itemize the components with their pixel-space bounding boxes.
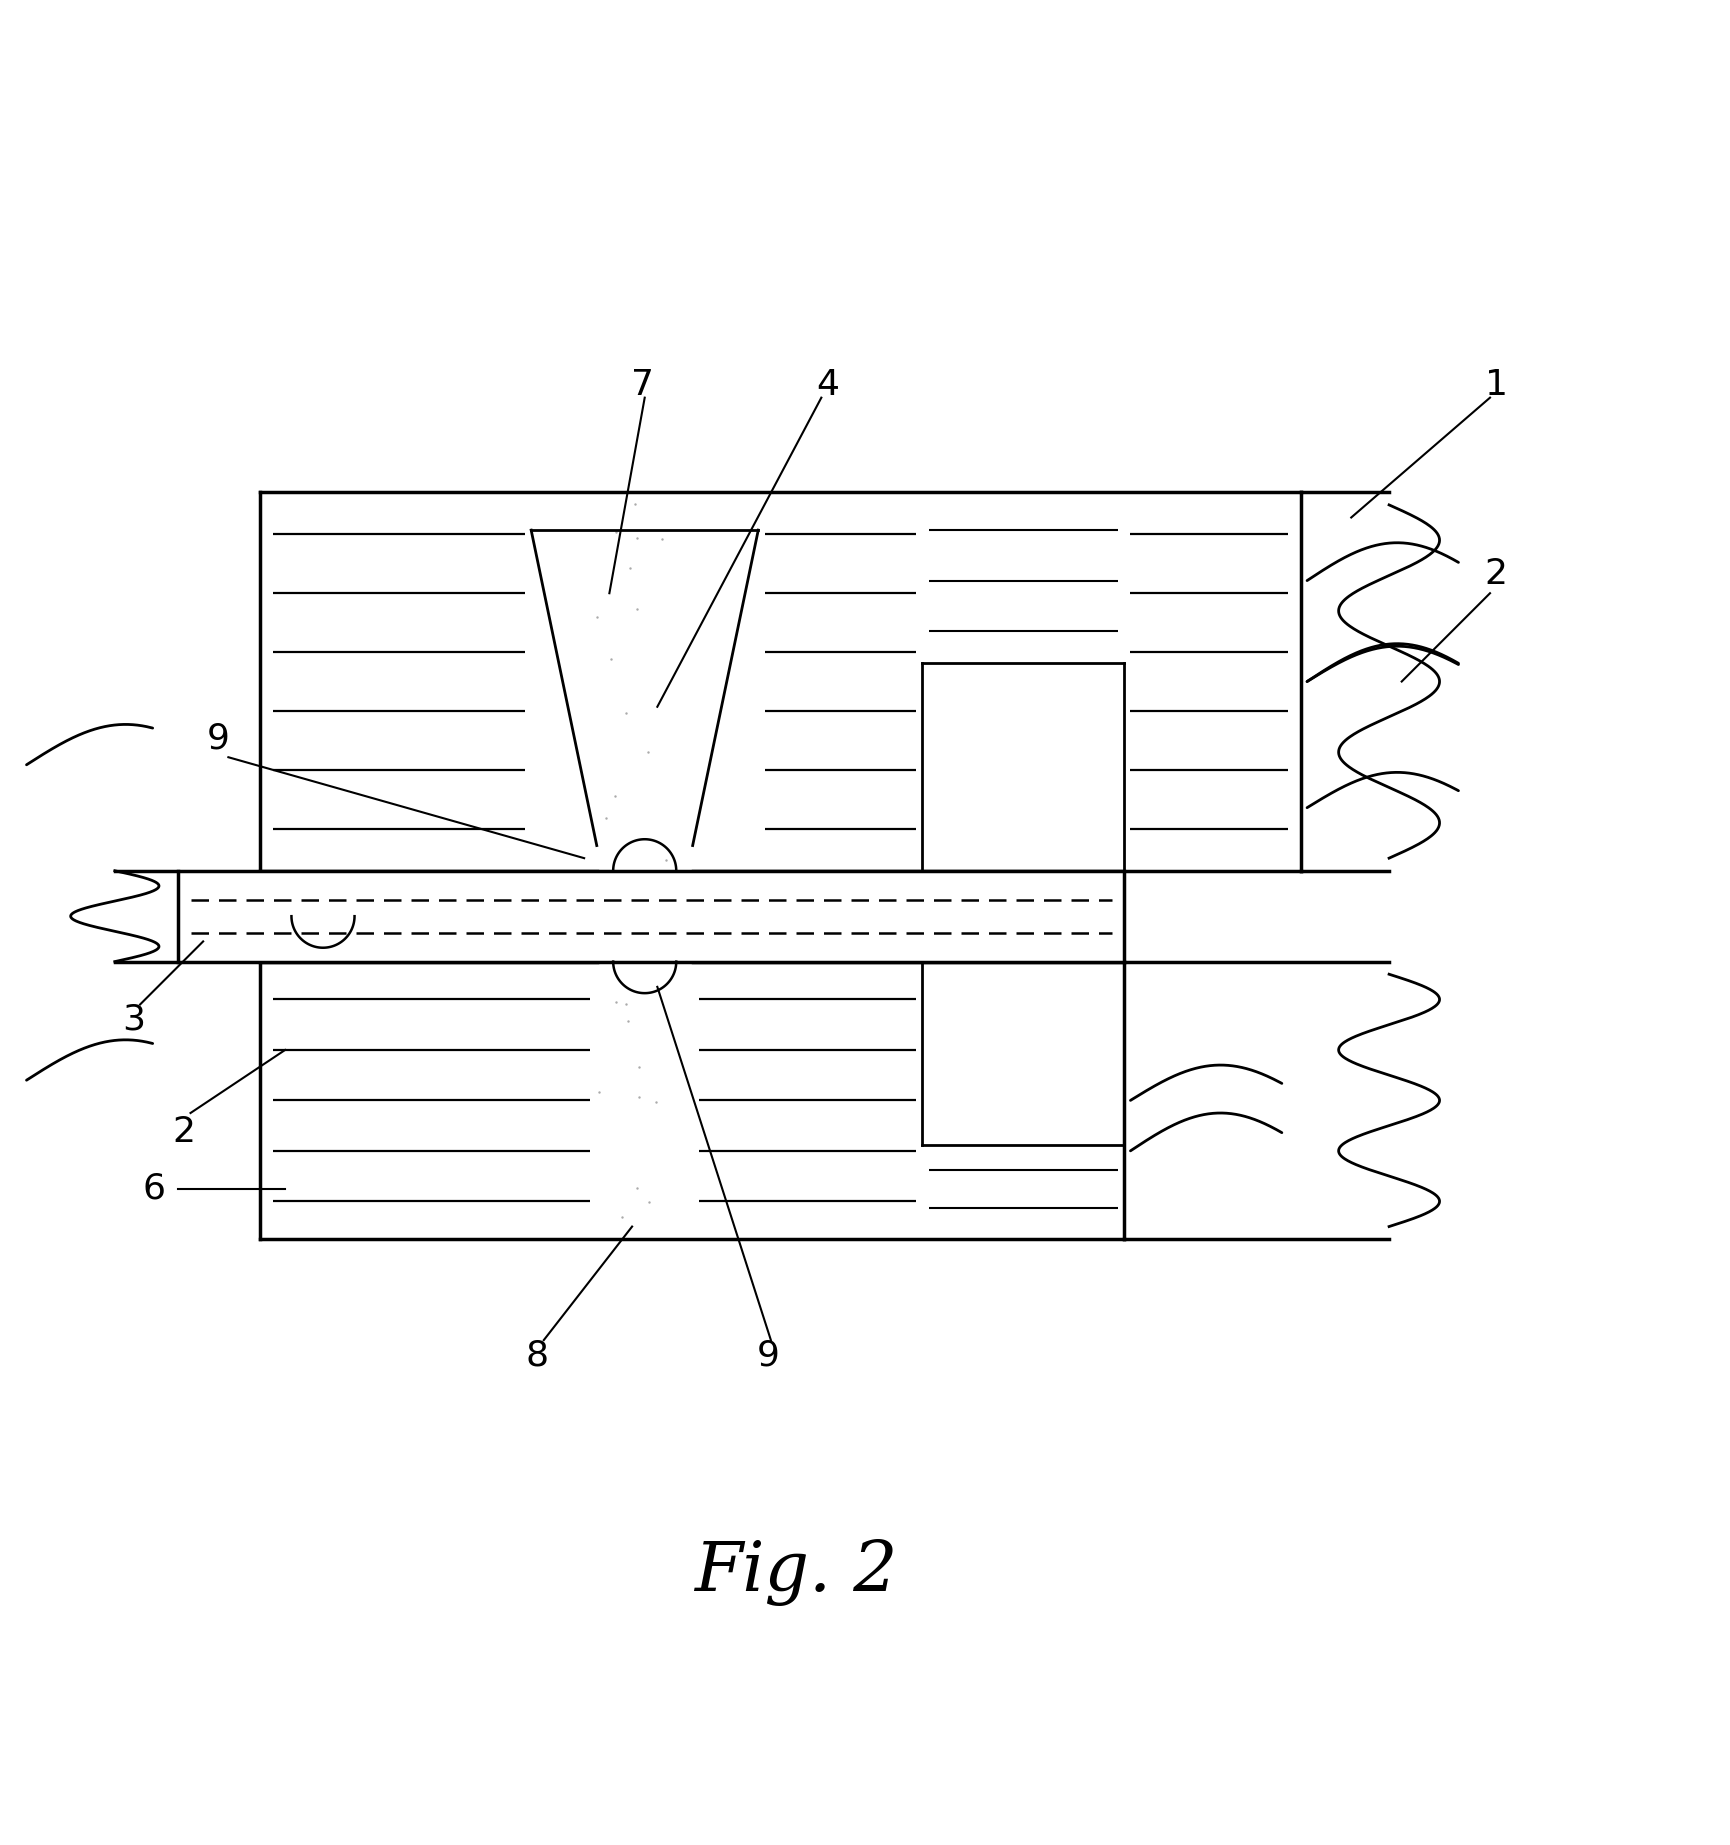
Point: [616, 554, 644, 583]
Text: 2: 2: [173, 1114, 195, 1149]
Text: 1: 1: [1484, 367, 1507, 402]
Point: [585, 1077, 612, 1107]
Bar: [178, 871, 1123, 961]
Point: [635, 1186, 663, 1216]
Point: [612, 697, 640, 727]
Text: 9: 9: [756, 1338, 778, 1373]
Point: [621, 489, 649, 518]
Point: [649, 524, 676, 553]
Text: 7: 7: [630, 367, 654, 402]
Point: [583, 601, 611, 631]
Point: [614, 1006, 642, 1035]
Point: [609, 1203, 637, 1232]
Text: 6: 6: [142, 1172, 164, 1205]
Point: [635, 738, 663, 768]
Point: [652, 845, 680, 875]
Point: [642, 1087, 670, 1116]
Point: [635, 882, 663, 911]
Point: [611, 989, 638, 1018]
Point: [602, 517, 630, 546]
Point: [600, 780, 628, 810]
Text: 2: 2: [1484, 557, 1507, 590]
Point: [592, 803, 619, 832]
Text: 8: 8: [526, 1338, 548, 1373]
Text: 9: 9: [206, 721, 230, 755]
Point: [625, 1081, 652, 1111]
Point: [623, 594, 650, 624]
Point: [623, 1173, 650, 1203]
Point: [602, 987, 630, 1017]
Point: [625, 1052, 652, 1081]
Text: 3: 3: [123, 1002, 145, 1037]
Point: [597, 644, 625, 673]
Text: 4: 4: [815, 367, 839, 402]
Text: Fig. 2: Fig. 2: [694, 1539, 898, 1605]
Point: [623, 524, 650, 553]
